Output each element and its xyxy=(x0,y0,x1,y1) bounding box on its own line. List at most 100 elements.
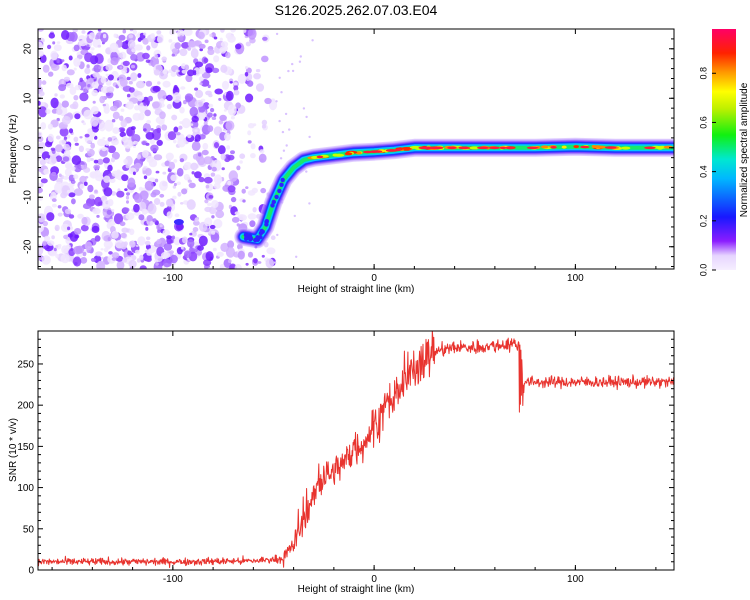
noise-point xyxy=(220,64,228,74)
noise-point xyxy=(204,199,209,204)
noise-point xyxy=(145,168,152,176)
track-peak xyxy=(550,146,557,149)
noise-point xyxy=(79,77,83,83)
noise-point xyxy=(172,185,177,189)
noise-point xyxy=(65,163,71,169)
noise-point xyxy=(156,239,162,245)
noise-point xyxy=(167,131,177,141)
noise-point xyxy=(91,225,100,233)
noise-point xyxy=(39,91,45,97)
noise-point xyxy=(245,67,252,74)
noise-point xyxy=(147,95,153,102)
noise-point xyxy=(187,69,195,77)
noise-point xyxy=(105,73,110,77)
noise-point xyxy=(38,50,44,57)
noise-point xyxy=(180,202,184,205)
noise-point xyxy=(72,256,82,267)
noise-point xyxy=(68,55,73,61)
noise-point xyxy=(166,103,172,110)
noise-point xyxy=(154,178,159,183)
noise-point xyxy=(242,29,247,33)
noise-point xyxy=(79,136,83,139)
spec-y-tick-label: -10 xyxy=(23,190,34,205)
noise-point xyxy=(255,69,261,73)
spec-y-tick-label: 0 xyxy=(23,145,34,151)
noise-point xyxy=(132,29,137,35)
noise-point xyxy=(129,240,136,248)
noise-point xyxy=(145,59,151,63)
noise-point xyxy=(205,251,214,262)
noise-point xyxy=(99,95,106,104)
noise-point xyxy=(175,69,180,73)
noise-point xyxy=(217,145,226,155)
chart-title: S126.2025.262.07.03.E04 xyxy=(275,2,438,18)
noise-point xyxy=(227,104,237,116)
noise-point xyxy=(104,119,114,132)
noise-point xyxy=(148,159,158,168)
track-peak xyxy=(421,146,429,150)
noise-point xyxy=(111,208,115,213)
noise-point xyxy=(244,72,249,77)
noise-point xyxy=(90,257,96,262)
noise-point xyxy=(152,218,157,223)
track-peak xyxy=(371,150,383,153)
noise-point xyxy=(220,29,225,33)
snr-y-tick-label: 200 xyxy=(17,401,34,412)
noise-point xyxy=(53,247,57,252)
noise-point xyxy=(281,130,285,134)
noise-point xyxy=(38,95,43,101)
noise-point xyxy=(146,215,153,222)
noise-point xyxy=(56,108,63,115)
noise-point xyxy=(116,190,125,198)
noise-point xyxy=(145,226,149,231)
noise-point xyxy=(84,67,91,75)
noise-point xyxy=(221,167,225,171)
noise-point xyxy=(291,62,294,66)
noise-point xyxy=(73,228,82,235)
noise-point xyxy=(122,29,127,34)
noise-point xyxy=(122,60,130,66)
noise-point xyxy=(215,210,225,219)
track-peak xyxy=(499,146,507,150)
noise-point xyxy=(73,174,79,180)
noise-point xyxy=(227,185,236,193)
noise-point xyxy=(73,136,79,142)
track-edge xyxy=(277,188,282,194)
noise-point xyxy=(120,232,127,239)
noise-point xyxy=(155,262,159,266)
noise-point xyxy=(168,39,173,43)
noise-point xyxy=(107,74,114,81)
noise-point xyxy=(262,36,268,41)
frequency-track xyxy=(234,137,674,249)
noise-point xyxy=(183,250,192,258)
noise-point xyxy=(230,196,237,203)
snr-plot-area xyxy=(38,331,674,569)
noise-point xyxy=(213,36,218,40)
noise-point xyxy=(186,199,196,210)
noise-point xyxy=(97,44,102,48)
noise-point xyxy=(204,39,209,44)
noise-point xyxy=(308,202,311,205)
noise-point xyxy=(143,32,147,36)
noise-point xyxy=(136,154,142,160)
noise-point xyxy=(190,162,199,171)
noise-point xyxy=(126,76,131,81)
snr-axes: -100 0 100 0 50 100 150 200 250 xyxy=(17,330,674,585)
noise-point xyxy=(80,224,89,232)
noise-point xyxy=(223,128,227,132)
noise-point xyxy=(54,181,64,194)
noise-point xyxy=(198,66,205,75)
noise-point xyxy=(84,133,90,138)
noise-point xyxy=(73,95,79,101)
noise-point xyxy=(151,246,158,252)
noise-point xyxy=(185,95,192,103)
noise-point xyxy=(225,32,234,40)
noise-point xyxy=(212,247,217,252)
noise-point xyxy=(147,203,157,215)
noise-point xyxy=(64,150,71,157)
noise-point xyxy=(105,246,111,250)
noise-point xyxy=(82,122,86,126)
noise-point xyxy=(134,193,143,204)
snr-x-tick-label: 0 xyxy=(371,574,377,585)
noise-point xyxy=(125,195,130,200)
